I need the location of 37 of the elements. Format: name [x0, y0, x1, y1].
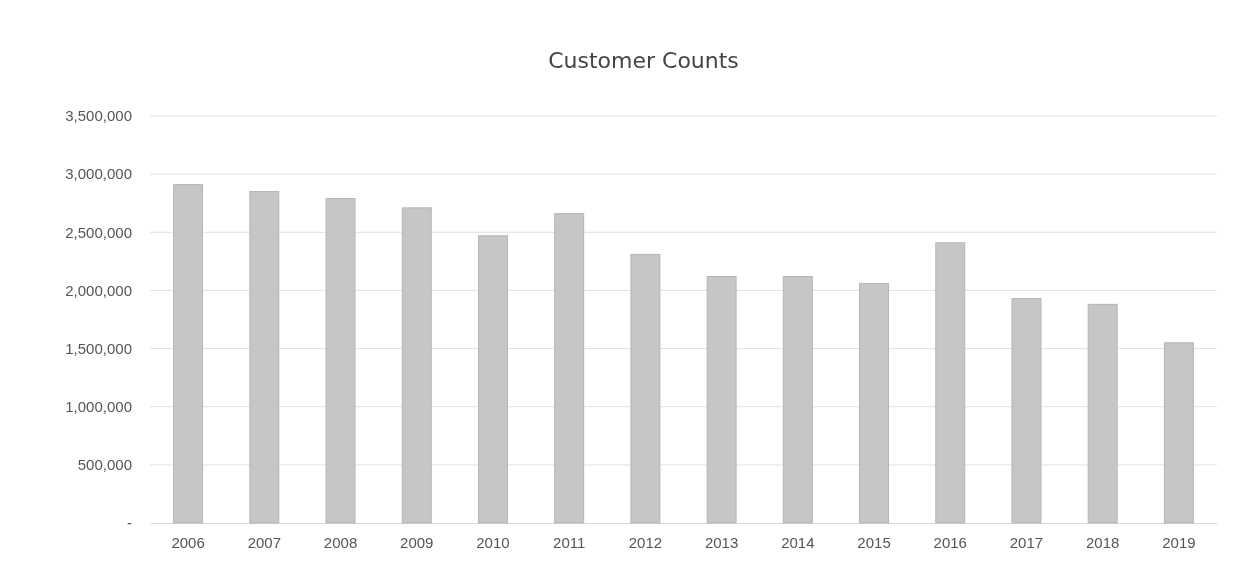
bar: [630, 253, 661, 524]
bar: [1011, 298, 1042, 524]
x-tick-label: 2016: [933, 533, 967, 551]
x-tick-label: 2014: [781, 533, 815, 551]
x-tick-label: 2018: [1085, 533, 1120, 551]
bar: [782, 275, 813, 524]
x-tick-label: 2019: [1162, 533, 1196, 551]
bar: [249, 191, 280, 524]
bar: [325, 198, 356, 524]
y-tick-label: 1,500,000: [65, 339, 132, 357]
y-tick-label: 500,000: [77, 456, 132, 474]
bar: [935, 242, 966, 524]
y-tick-label: 3,000,000: [65, 165, 132, 183]
y-tick-label: 2,000,000: [65, 281, 132, 299]
bar: [1163, 342, 1194, 524]
x-tick-label: 2007: [247, 533, 282, 551]
x-tick-label: 2012: [628, 533, 663, 551]
chart-title: Customer Counts: [548, 48, 739, 73]
y-tick-label: 1,000,000: [65, 398, 132, 416]
y-tick-label: -: [127, 514, 132, 532]
x-tick-label: 2010: [476, 533, 510, 551]
bar: [1087, 303, 1118, 524]
bar: [401, 207, 432, 524]
bar: [477, 235, 508, 524]
bar: [173, 184, 204, 524]
x-tick-label: 2017: [1009, 533, 1044, 551]
x-tick-label: 2009: [400, 533, 434, 551]
y-tick-label: 2,500,000: [65, 223, 132, 241]
x-tick-label: 2013: [704, 533, 739, 551]
bar: [706, 275, 737, 524]
bar: [554, 213, 585, 524]
x-tick-label: 2015: [857, 533, 891, 551]
x-tick-label: 2006: [171, 533, 205, 551]
x-tick-label: 2008: [323, 533, 358, 551]
bar: [859, 282, 890, 524]
y-tick-label: 3,500,000: [65, 107, 132, 125]
x-tick-label: 2011: [553, 533, 586, 551]
